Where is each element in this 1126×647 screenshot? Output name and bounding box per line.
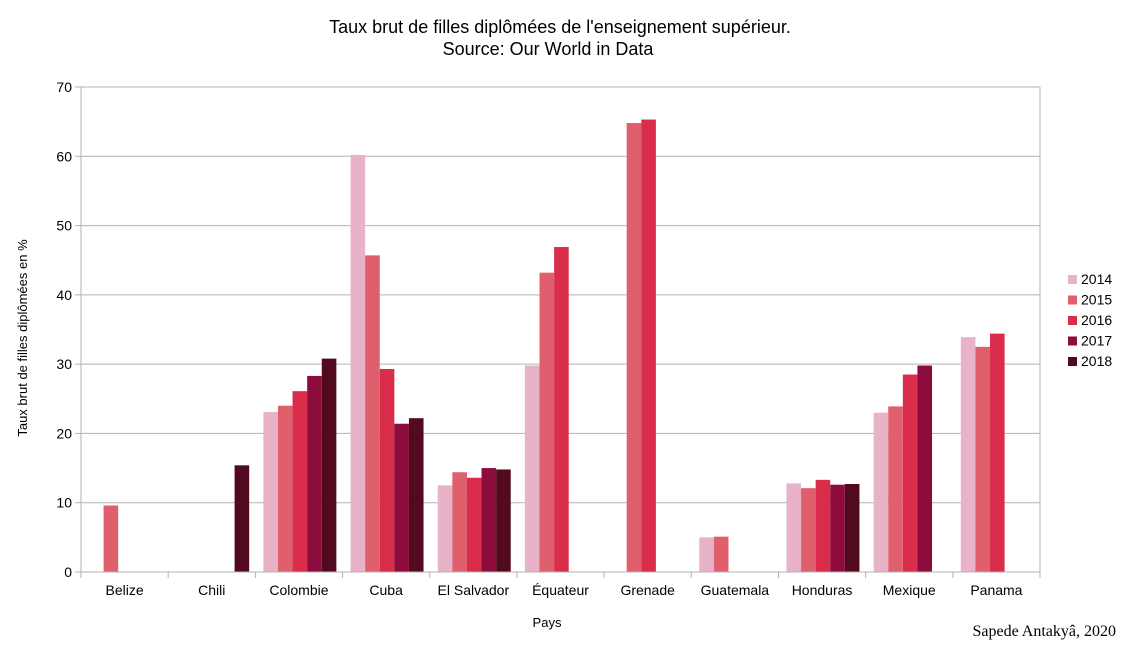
legend-swatch-2018 [1068,357,1077,366]
y-tick-label: 10 [56,495,72,511]
x-tick-label: Panama [970,582,1022,598]
y-tick-label: 50 [56,218,72,234]
bar-2017-Honduras [830,484,845,572]
bar-2017-Mexique [917,365,933,572]
bar-2016-Cuba [379,368,395,572]
bar-2014-Équateur [524,365,540,572]
bar-2014-Guatemala [699,537,714,572]
bar-2015-Colombie [277,405,293,572]
y-tick-label: 0 [64,564,72,580]
bar-2014-Panama [960,337,976,572]
x-axis-label: Pays [533,615,562,630]
x-tick-label: Colombie [269,582,328,598]
axes [75,86,1041,578]
bar-2018-El Salvador [496,469,511,572]
bar-2016-Panama [990,333,1005,572]
bar-2017-El Salvador [481,468,497,572]
bar-2018-Chili [234,465,250,572]
bar-2015-Guatemala [713,536,729,572]
chart-subtitle: Source: Our World in Data [443,39,655,59]
bar-2014-Colombie [263,411,278,572]
credit: Sapede Antakyâ, 2020 [972,623,1116,640]
legend-swatch-2016 [1068,316,1077,325]
bar-2018-Colombie [321,358,337,572]
bar-2018-Honduras [844,484,860,572]
x-tick-label: Guatemala [701,582,770,598]
x-tick-label: Mexique [883,582,936,598]
bars [103,119,1005,573]
y-tick-label: 20 [56,425,72,441]
x-tick-label: Honduras [792,582,853,598]
bar-2015-El Salvador [452,472,467,572]
chart-title: Taux brut de filles diplômées de l'ensei… [329,17,791,37]
legend-swatch-2014 [1068,275,1077,284]
x-tick-label: Chili [198,582,225,598]
bar-2015-Mexique [888,406,903,572]
legend-label-2018: 2018 [1081,353,1112,369]
bar-2014-Cuba [350,154,366,572]
y-tick-label: 30 [56,356,72,372]
x-tick-label: Belize [106,582,144,598]
legend-label-2016: 2016 [1081,312,1112,328]
legend-swatch-2017 [1068,336,1077,346]
x-tick-label: Équateur [532,582,589,598]
bar-2015-Belize [103,505,119,572]
legend: 2014 2015 2016 2017 2018 [1068,271,1112,369]
legend-label-2017: 2017 [1081,333,1112,349]
bar-2016-Colombie [292,391,308,572]
bar-2015-Équateur [539,272,555,572]
bar-2014-Honduras [786,483,802,572]
y-tick-labels: 0 10 20 30 40 50 60 70 [56,79,72,580]
bar-2014-Mexique [873,412,889,572]
bar-2017-Cuba [394,423,409,572]
legend-label-2015: 2015 [1081,292,1112,308]
legend-label-2014: 2014 [1081,271,1112,287]
legend-swatch-2015 [1068,295,1077,305]
bar-2015-Grenade [626,123,642,573]
x-tick-label: Grenade [620,582,675,598]
bar-2016-Grenade [641,119,656,573]
bar-2016-Honduras [815,479,831,572]
y-axis-label: Taux brut de filles diplômées en % [15,239,30,437]
bar-2014-El Salvador [437,485,453,572]
y-tick-label: 40 [56,287,72,303]
bar-2015-Cuba [365,255,380,572]
bar-2016-Mexique [902,374,918,572]
bar-2015-Honduras [801,488,816,572]
bar-2017-Colombie [307,375,322,572]
bar-2016-Équateur [554,247,569,573]
bar-2018-Cuba [408,418,424,572]
bar-2015-Panama [975,346,991,572]
x-tick-label: El Salvador [438,582,510,598]
y-tick-label: 60 [56,148,72,164]
y-tick-label: 70 [56,79,72,95]
x-tick-labels: Belize Chili Colombie Cuba El Salvador Équate… [106,582,1023,598]
x-tick-label: Cuba [369,582,403,598]
bar-2016-El Salvador [466,477,482,572]
